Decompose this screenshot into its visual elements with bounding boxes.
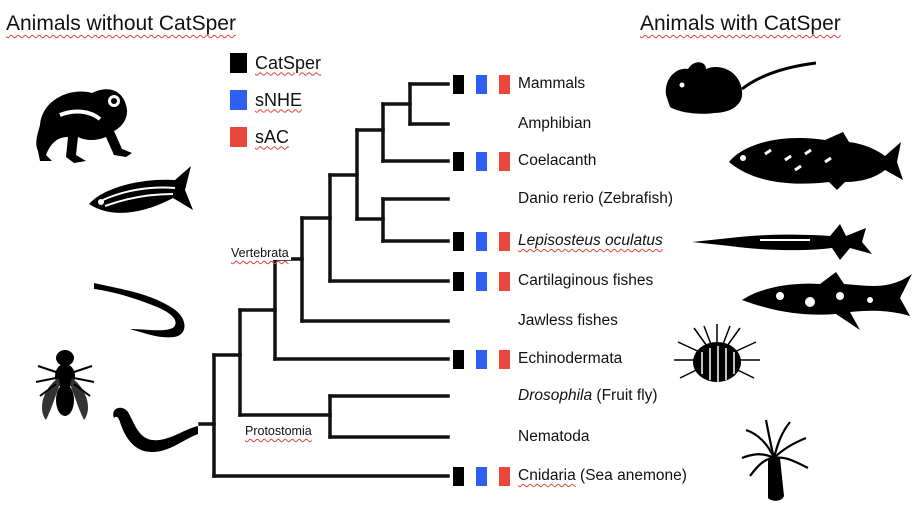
sea-urchin-icon [674, 324, 760, 382]
animals-without-catsper-heading: Animals without CatSper [6, 12, 236, 35]
taxon-label-lepisosteus: Lepisosteus oculatus [518, 232, 663, 249]
lamprey-icon [94, 283, 185, 338]
legend-label-snhe: sNHE [255, 89, 303, 110]
taxon-label-danio-rerio: Danio rerio (Zebrafish) [518, 190, 674, 207]
catsper-marker [453, 232, 464, 251]
legend-label-sac: sAC [255, 126, 290, 147]
taxon-label-echinodermata: Echinodermata [518, 350, 623, 367]
clade-label-vertebrata: Vertebrata [229, 246, 291, 260]
catsper-marker [453, 152, 464, 171]
sac-marker [499, 272, 510, 291]
snhe-swatch [230, 90, 247, 110]
snhe-marker [476, 350, 487, 369]
mouse-icon [665, 61, 817, 114]
sac-swatch [230, 127, 247, 147]
catsper-marker [453, 467, 464, 486]
snhe-marker [476, 75, 487, 94]
clade-label-protostomia: Protostomia [243, 424, 314, 438]
nematode-icon [113, 407, 198, 452]
shark-icon [742, 272, 912, 330]
sac-marker [499, 75, 510, 94]
animals-with-catsper-heading: Animals with CatSper [640, 12, 841, 35]
sea-anemone-icon [741, 419, 809, 501]
legend-label-catsper: CatSper [255, 52, 322, 73]
fruit-fly-icon [35, 350, 95, 420]
taxon-label-mammals: Mammals [518, 75, 586, 92]
legend-item-catsper: CatSper [230, 52, 321, 74]
taxon-label-coelacanth: Coelacanth [518, 152, 597, 169]
legend-item-snhe: sNHE [230, 89, 302, 111]
zebrafish-icon [89, 166, 193, 213]
snhe-marker [476, 467, 487, 486]
legend-item-sac: sAC [230, 126, 289, 148]
sac-marker [499, 152, 510, 171]
snhe-marker [476, 232, 487, 251]
snhe-marker [476, 272, 487, 291]
taxon-label-cartilaginous-fishes: Cartilaginous fishes [518, 272, 654, 289]
snhe-marker [476, 152, 487, 171]
taxon-label-jawless-fishes: Jawless fishes [518, 312, 618, 329]
taxon-label-drosophila: Drosophila (Fruit fly) [518, 387, 658, 404]
taxon-label-amphibian: Amphibian [518, 115, 592, 132]
taxon-label-nematoda: Nematoda [518, 428, 590, 445]
catsper-marker [453, 75, 464, 94]
gar-icon [692, 224, 872, 260]
sac-marker [499, 350, 510, 369]
catsper-marker [453, 272, 464, 291]
catsper-swatch [230, 53, 247, 73]
sac-marker [499, 232, 510, 251]
catsper-marker [453, 350, 464, 369]
coelacanth-icon [729, 132, 903, 190]
frog-icon [36, 89, 132, 163]
sac-marker [499, 467, 510, 486]
taxon-label-cnidaria: Cnidaria (Sea anemone) [518, 467, 687, 484]
